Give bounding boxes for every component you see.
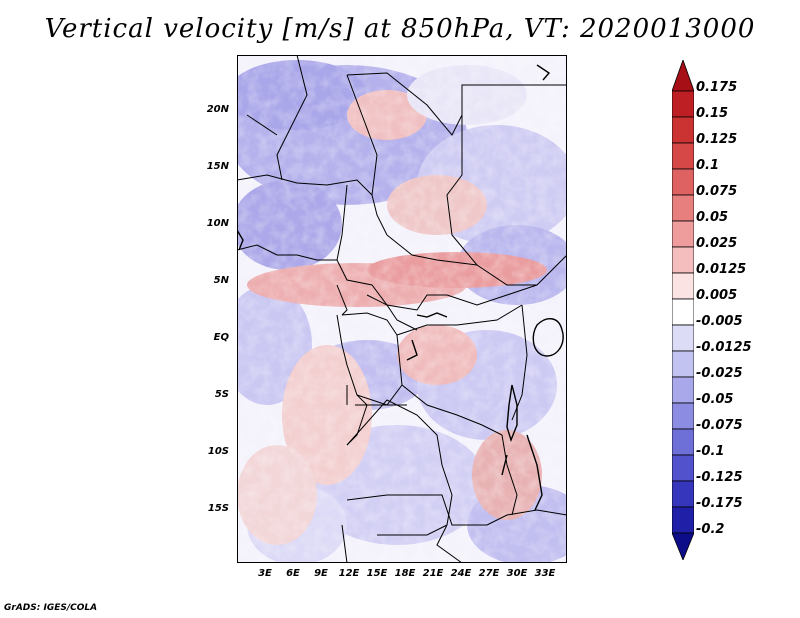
lat-label-20n: 20N — [206, 104, 229, 115]
colorbar — [672, 60, 694, 560]
lon-label-12e: 12E — [338, 568, 360, 579]
colorbar-label: 0.125 — [696, 132, 738, 147]
colorbar-swatch — [672, 60, 694, 92]
lat-label-5n: 5N — [213, 275, 229, 286]
lat-label-5s: 5S — [214, 389, 229, 400]
colorbar-swatch — [672, 402, 694, 430]
colorbar-swatch — [672, 376, 694, 404]
colorbar-swatch — [672, 116, 694, 144]
lon-label-21e: 21E — [422, 568, 444, 579]
footer-credit: GrADS: IGES/COLA — [4, 603, 98, 613]
lon-label-24e: 24E — [450, 568, 472, 579]
colorbar-swatch — [672, 168, 694, 196]
colorbar-swatch — [672, 298, 694, 326]
colorbar-label: -0.05 — [696, 392, 734, 407]
map-title: Vertical velocity [m/s] at 850hPa, VT: 2… — [44, 14, 756, 44]
colorbar-label: -0.0125 — [696, 340, 752, 355]
colorbar-label: 0.1 — [696, 158, 720, 173]
colorbar-label: 0.025 — [696, 236, 738, 251]
colorbar-label: -0.2 — [696, 522, 725, 537]
colorbar-swatch — [672, 246, 694, 274]
colorbar-label: -0.175 — [696, 496, 743, 511]
colorbar-swatch — [672, 428, 694, 456]
lat-label-10s: 10S — [207, 446, 229, 457]
lat-label-10n: 10N — [206, 218, 229, 229]
colorbar-label: -0.005 — [696, 314, 743, 329]
colorbar-label: -0.075 — [696, 418, 743, 433]
colorbar-label: 0.005 — [696, 288, 738, 303]
lat-label-eq: EQ — [213, 332, 229, 343]
vertical-velocity-map — [237, 55, 567, 563]
colorbar-label: -0.125 — [696, 470, 743, 485]
colorbar-swatch — [672, 272, 694, 300]
lon-label-18e: 18E — [394, 568, 416, 579]
colorbar-label: 0.075 — [696, 184, 738, 199]
lon-label-6e: 6E — [286, 568, 300, 579]
lon-label-15e: 15E — [366, 568, 388, 579]
colorbar-swatch — [672, 220, 694, 248]
colorbar-swatch — [672, 194, 694, 222]
colorbar-swatch — [672, 324, 694, 352]
colorbar-swatch — [672, 454, 694, 482]
colorbar-label: 0.05 — [696, 210, 729, 225]
colorbar-label: 0.175 — [696, 80, 738, 95]
lon-label-30e: 30E — [506, 568, 528, 579]
colorbar-label: -0.025 — [696, 366, 743, 381]
lon-label-33e: 33E — [534, 568, 556, 579]
colorbar-swatch — [672, 506, 694, 534]
colorbar-swatch — [672, 532, 694, 560]
colorbar-swatch — [672, 480, 694, 508]
colorbar-swatch — [672, 350, 694, 378]
lon-label-9e: 9E — [314, 568, 328, 579]
colorbar-swatch — [672, 142, 694, 170]
colorbar-label: -0.1 — [696, 444, 725, 459]
colorbar-swatch — [672, 90, 694, 118]
lat-label-15n: 15N — [206, 161, 229, 172]
colorbar-label: 0.0125 — [696, 262, 747, 277]
colorbar-label: 0.15 — [696, 106, 729, 121]
lon-label-3e: 3E — [258, 568, 272, 579]
lon-label-27e: 27E — [478, 568, 500, 579]
lat-label-15s: 15S — [207, 503, 229, 514]
